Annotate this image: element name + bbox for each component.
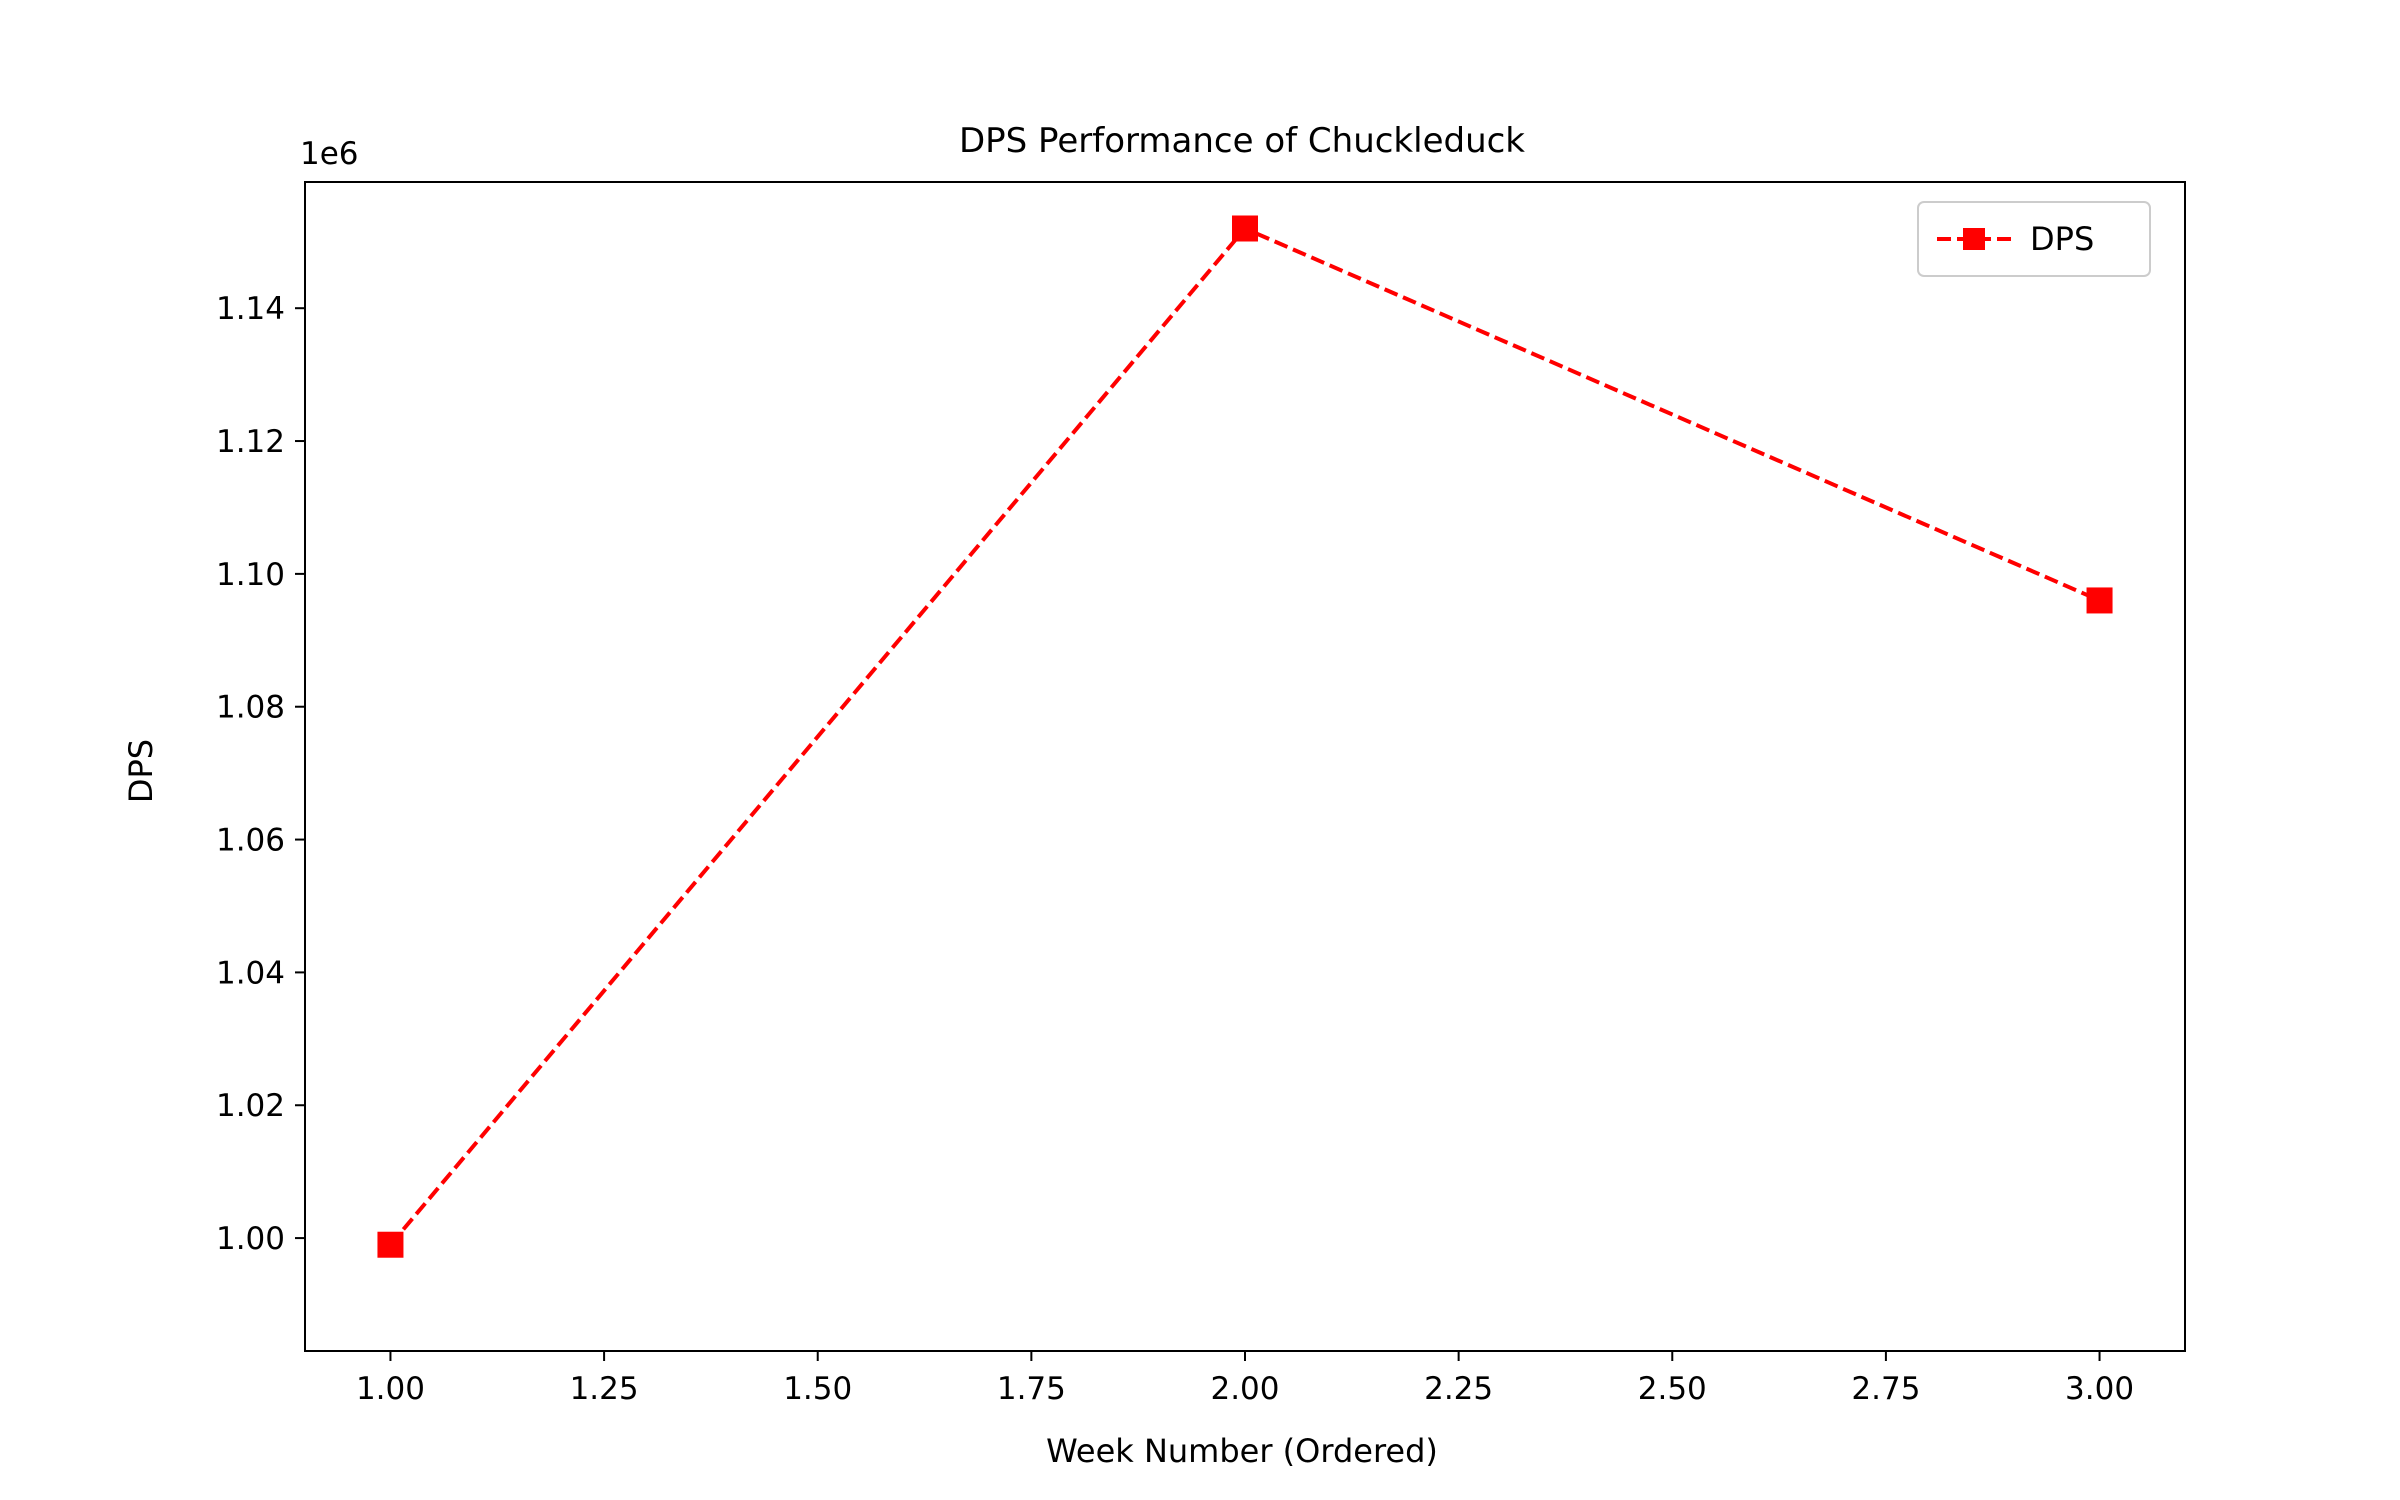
y-tick-label: 1.14 [216, 291, 285, 327]
legend: DPS [1917, 201, 2151, 277]
x-tick-label: 2.50 [1638, 1371, 1707, 1407]
x-tick-label: 2.00 [1210, 1371, 1279, 1407]
legend-label-dps: DPS [2030, 220, 2094, 258]
data-point-marker [1232, 215, 1258, 242]
y-tick-label: 1.02 [216, 1088, 285, 1124]
chart-title: DPS Performance of Chuckleduck [959, 121, 1525, 161]
y-tick-label: 1.06 [216, 823, 285, 859]
x-tick-label: 1.25 [570, 1371, 639, 1407]
y-offset-label: 1e6 [300, 136, 359, 172]
legend-marker-swatch [1963, 228, 1985, 250]
x-tick-label: 2.25 [1424, 1371, 1493, 1407]
x-tick-label: 3.00 [2065, 1371, 2134, 1407]
y-tick-label: 1.04 [216, 955, 285, 991]
y-tick-label: 1.12 [216, 424, 285, 460]
y-tick-label: 1.00 [216, 1221, 285, 1257]
data-point-marker [2086, 587, 2113, 614]
data-point-marker [377, 1231, 404, 1258]
legend-frame [1917, 201, 2151, 277]
plot-area [377, 215, 2113, 1258]
axes: 1.00 1.25 1.50 1.75 2.00 2.25 2.50 2.75 3.00 1.00… [216, 181, 2186, 1407]
x-tick-label: 1.50 [783, 1371, 852, 1407]
x-tick-label: 2.75 [1851, 1371, 1920, 1407]
y-tick-label: 1.10 [216, 557, 285, 593]
y-axis-label: DPS [122, 739, 160, 803]
x-tick-label: 1.75 [997, 1371, 1066, 1407]
x-tick-label: 1.00 [356, 1371, 425, 1407]
y-tick-label: 1.08 [216, 690, 285, 726]
x-axis-label: Week Number (Ordered) [1046, 1432, 1438, 1470]
